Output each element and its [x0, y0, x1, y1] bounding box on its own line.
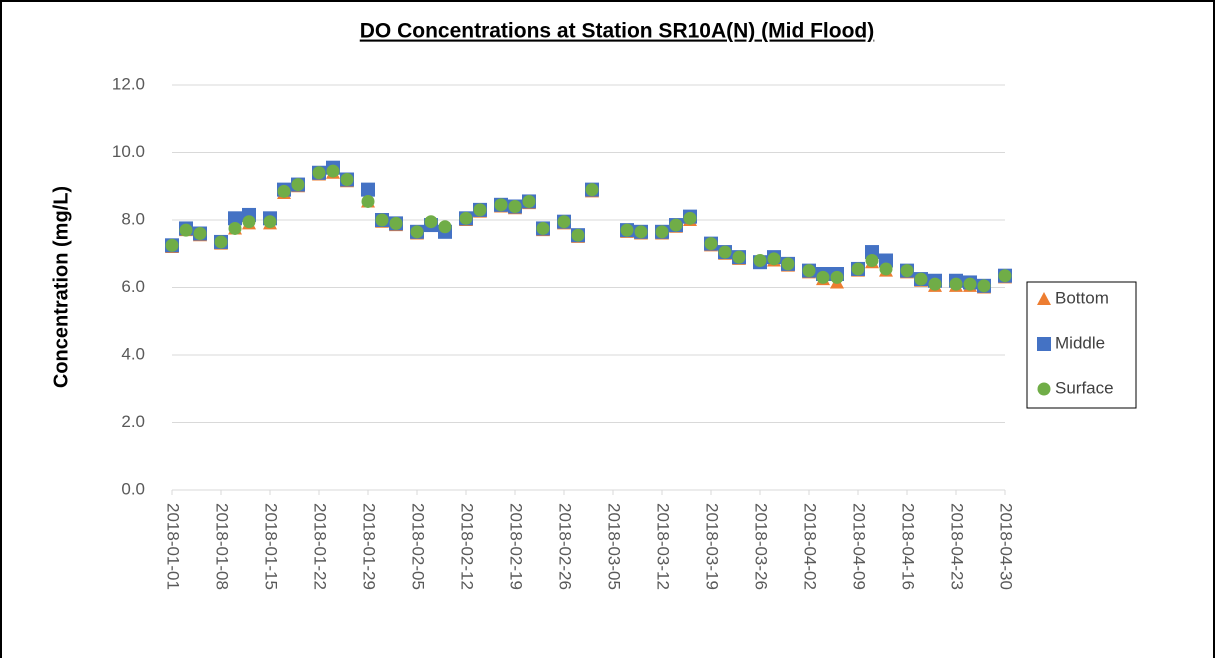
marker-circle [277, 184, 291, 198]
x-tick-label: 2018-03-19 [703, 503, 722, 590]
marker-circle [214, 235, 228, 249]
y-tick-label: 8.0 [121, 209, 145, 228]
marker-circle [914, 272, 928, 286]
marker-circle [949, 277, 963, 291]
marker-circle [851, 262, 865, 276]
x-tick-label: 2018-03-12 [654, 503, 673, 590]
x-tick-label: 2018-03-26 [752, 503, 771, 590]
x-tick-label: 2018-04-23 [948, 503, 967, 590]
marker-circle [571, 228, 585, 242]
x-tick-label: 2018-01-22 [311, 503, 330, 590]
y-tick-label: 0.0 [121, 479, 145, 498]
marker-circle [326, 164, 340, 178]
marker-square [1037, 337, 1051, 351]
x-tick-label: 2018-02-26 [556, 503, 575, 590]
marker-circle [816, 270, 830, 284]
x-tick-label: 2018-04-30 [997, 503, 1016, 590]
marker-circle [732, 250, 746, 264]
x-tick-label: 2018-02-19 [507, 503, 526, 590]
marker-circle [536, 221, 550, 235]
marker-circle [1037, 382, 1051, 396]
marker-circle [802, 264, 816, 278]
marker-circle [522, 194, 536, 208]
marker-circle [242, 215, 256, 229]
y-tick-label: 12.0 [112, 74, 145, 93]
marker-circle [193, 227, 207, 240]
marker-circle [508, 200, 522, 213]
marker-circle [389, 216, 403, 230]
marker-circle [998, 269, 1012, 283]
legend-label: Middle [1055, 333, 1105, 352]
marker-square [361, 182, 375, 197]
marker-circle [634, 225, 648, 239]
x-tick-label: 2018-01-15 [262, 503, 281, 590]
marker-circle [704, 237, 718, 251]
x-tick-label: 2018-04-16 [899, 503, 918, 590]
marker-circle [669, 218, 683, 232]
marker-circle [459, 211, 473, 225]
x-tick-label: 2018-04-09 [850, 503, 869, 590]
y-tick-label: 4.0 [121, 344, 145, 363]
y-axis-label: Concentration (mg/L) [50, 186, 72, 388]
x-tick-label: 2018-01-01 [164, 503, 183, 590]
marker-circle [781, 257, 795, 271]
y-tick-label: 6.0 [121, 277, 145, 296]
marker-circle [165, 238, 179, 252]
marker-circle [655, 225, 669, 239]
marker-circle [879, 262, 893, 276]
marker-circle [718, 245, 732, 259]
marker-circle [361, 194, 375, 208]
marker-circle [557, 215, 571, 229]
marker-triangle [1037, 292, 1051, 305]
marker-circle [424, 215, 438, 229]
marker-circle [585, 183, 599, 197]
marker-circle [340, 173, 354, 186]
legend-label: Surface [1055, 378, 1114, 397]
marker-circle [263, 215, 277, 229]
marker-circle [438, 220, 452, 234]
marker-circle [977, 279, 991, 293]
marker-circle [620, 223, 634, 237]
x-tick-label: 2018-01-08 [213, 503, 232, 590]
marker-circle [291, 178, 305, 192]
marker-circle [375, 213, 389, 227]
marker-circle [179, 223, 193, 237]
marker-circle [473, 203, 487, 217]
x-tick-label: 2018-03-05 [605, 503, 624, 590]
marker-circle [683, 211, 697, 225]
x-tick-label: 2018-04-02 [801, 503, 820, 590]
marker-circle [410, 225, 424, 239]
x-tick-label: 2018-01-29 [360, 503, 379, 590]
chart-title: DO Concentrations at Station SR10A(N) (M… [360, 20, 875, 43]
marker-circle [228, 221, 242, 235]
marker-circle [494, 198, 508, 212]
marker-circle [753, 254, 767, 267]
x-tick-label: 2018-02-05 [409, 503, 428, 590]
marker-circle [767, 252, 781, 266]
marker-square [228, 211, 242, 226]
x-tick-label: 2018-02-12 [458, 503, 477, 590]
marker-circle [830, 270, 844, 284]
marker-circle [963, 277, 977, 291]
y-tick-label: 2.0 [121, 412, 145, 431]
marker-circle [312, 166, 326, 180]
marker-circle [900, 264, 914, 278]
marker-circle [928, 277, 942, 291]
marker-circle [865, 254, 879, 267]
legend-label: Bottom [1055, 288, 1109, 307]
y-tick-label: 10.0 [112, 142, 145, 161]
